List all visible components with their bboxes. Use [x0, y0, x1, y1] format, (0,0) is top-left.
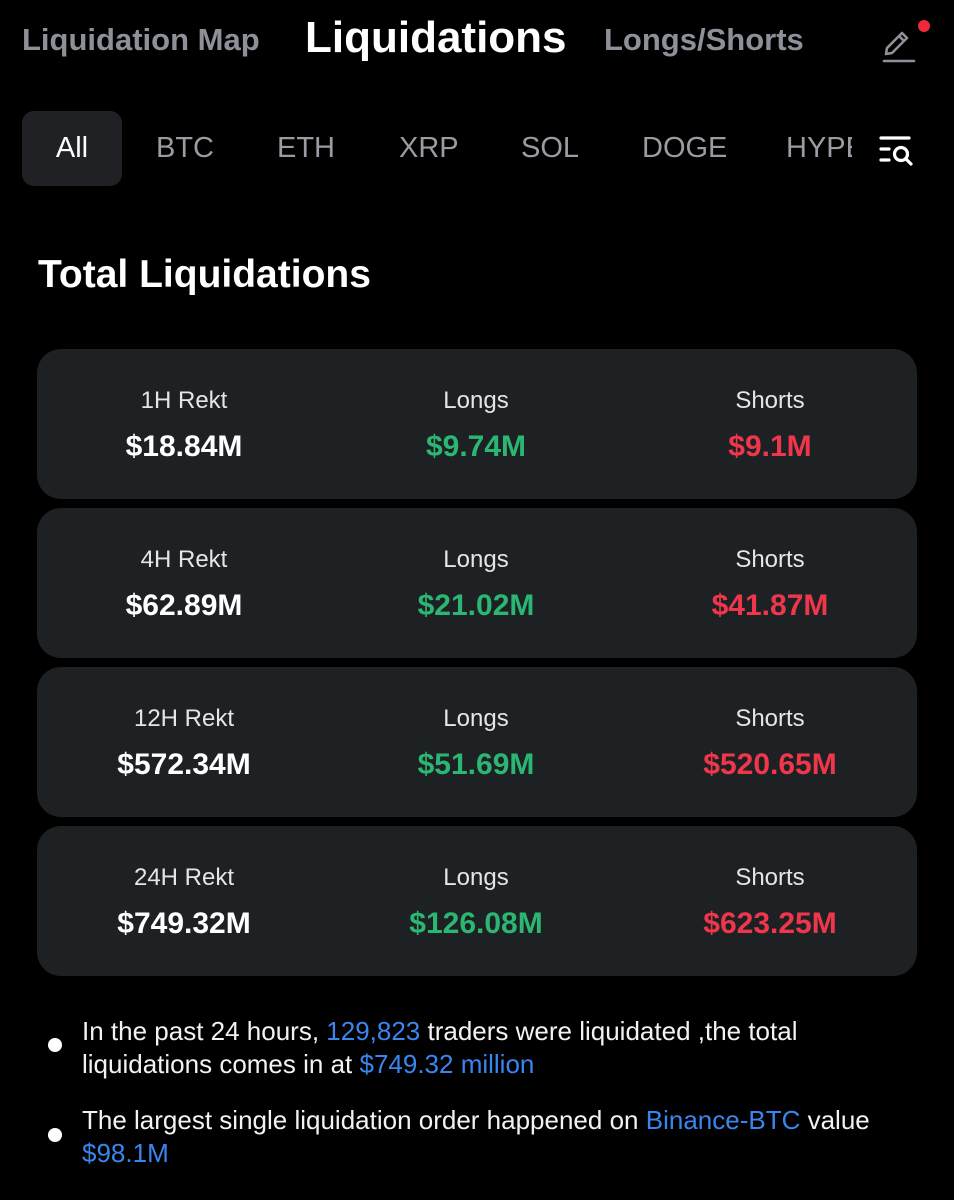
- shorts-value: $623.25M: [703, 907, 837, 940]
- coin-filter-tabs: All BTC ETH XRP SOL DOGE HYPE: [22, 111, 852, 186]
- total-value: $572.34M: [117, 748, 251, 781]
- longs-label: Longs: [443, 705, 509, 732]
- total-label: 12H Rekt: [133, 705, 235, 732]
- note-text: In the past 24 hours,: [82, 1016, 327, 1046]
- total-value: $18.84M: [125, 430, 243, 463]
- shorts-value: $9.1M: [728, 430, 812, 463]
- total-value: $62.89M: [125, 589, 243, 622]
- top-tab-bar: Liquidation Map Liquidations Longs/Short…: [0, 0, 954, 90]
- traders-count: 129,823: [326, 1016, 421, 1046]
- total-amount: $749.32 million: [359, 1049, 535, 1079]
- shorts-label: Shorts: [735, 546, 805, 573]
- pencil-icon: [882, 31, 916, 63]
- total-label: 24H Rekt: [133, 864, 235, 891]
- liquidation-card-12h: 12H Rekt $572.34M Longs $51.69M Shorts $…: [37, 667, 917, 817]
- coin-search-button[interactable]: [876, 130, 916, 170]
- longs-label: Longs: [443, 864, 509, 891]
- largest-order-value: $98.1M: [82, 1138, 169, 1168]
- total-label: 1H Rekt: [140, 387, 228, 414]
- note-text: The largest single liquidation order hap…: [82, 1105, 646, 1135]
- longs-label: Longs: [443, 546, 509, 573]
- shorts-value: $520.65M: [703, 748, 837, 781]
- notification-dot: [918, 20, 930, 32]
- coin-tab-xrp[interactable]: XRP: [399, 132, 459, 164]
- summary-note: In the past 24 hours, 129,823 traders we…: [82, 1015, 932, 1081]
- longs-value: $126.08M: [409, 907, 543, 940]
- liquidation-card-24h: 24H Rekt $749.32M Longs $126.08M Shorts …: [37, 826, 917, 976]
- longs-label: Longs: [443, 387, 509, 414]
- shorts-label: Shorts: [735, 705, 805, 732]
- coin-tab-eth[interactable]: ETH: [277, 132, 335, 164]
- tab-liquidation-map[interactable]: Liquidation Map: [22, 22, 260, 57]
- liquidation-card-4h: 4H Rekt $62.89M Longs $21.02M Shorts $41…: [37, 508, 917, 658]
- exchange-link[interactable]: Binance-BTC: [645, 1105, 801, 1135]
- tab-longs-shorts[interactable]: Longs/Shorts: [604, 22, 804, 57]
- shorts-label: Shorts: [735, 864, 805, 891]
- longs-value: $51.69M: [417, 748, 535, 781]
- longs-value: $21.02M: [417, 589, 535, 622]
- longs-value: $9.74M: [425, 430, 527, 463]
- liquidation-card-1h: 1H Rekt $18.84M Longs $9.74M Shorts $9.1…: [37, 349, 917, 499]
- coin-tab-sol[interactable]: SOL: [521, 132, 580, 164]
- bullet-dot: [48, 1128, 62, 1142]
- shorts-label: Shorts: [735, 387, 805, 414]
- coin-tab-btc[interactable]: BTC: [156, 132, 214, 164]
- total-value: $749.32M: [117, 907, 251, 940]
- largest-order-note: The largest single liquidation order hap…: [82, 1104, 932, 1170]
- section-title: Total Liquidations: [38, 253, 371, 296]
- edit-button[interactable]: [874, 18, 934, 68]
- total-label: 4H Rekt: [140, 546, 228, 573]
- coin-tab-all[interactable]: All: [22, 111, 122, 186]
- note-text: traders were liquidated ,the total liqui…: [82, 1016, 798, 1079]
- note-text: value: [800, 1105, 870, 1135]
- tab-liquidations[interactable]: Liquidations: [305, 13, 567, 62]
- shorts-value: $41.87M: [711, 589, 829, 622]
- filter-search-icon: [879, 136, 913, 166]
- coin-tab-hype[interactable]: HYPE: [786, 132, 852, 164]
- bullet-dot: [48, 1038, 62, 1052]
- coin-tab-doge[interactable]: DOGE: [642, 132, 728, 164]
